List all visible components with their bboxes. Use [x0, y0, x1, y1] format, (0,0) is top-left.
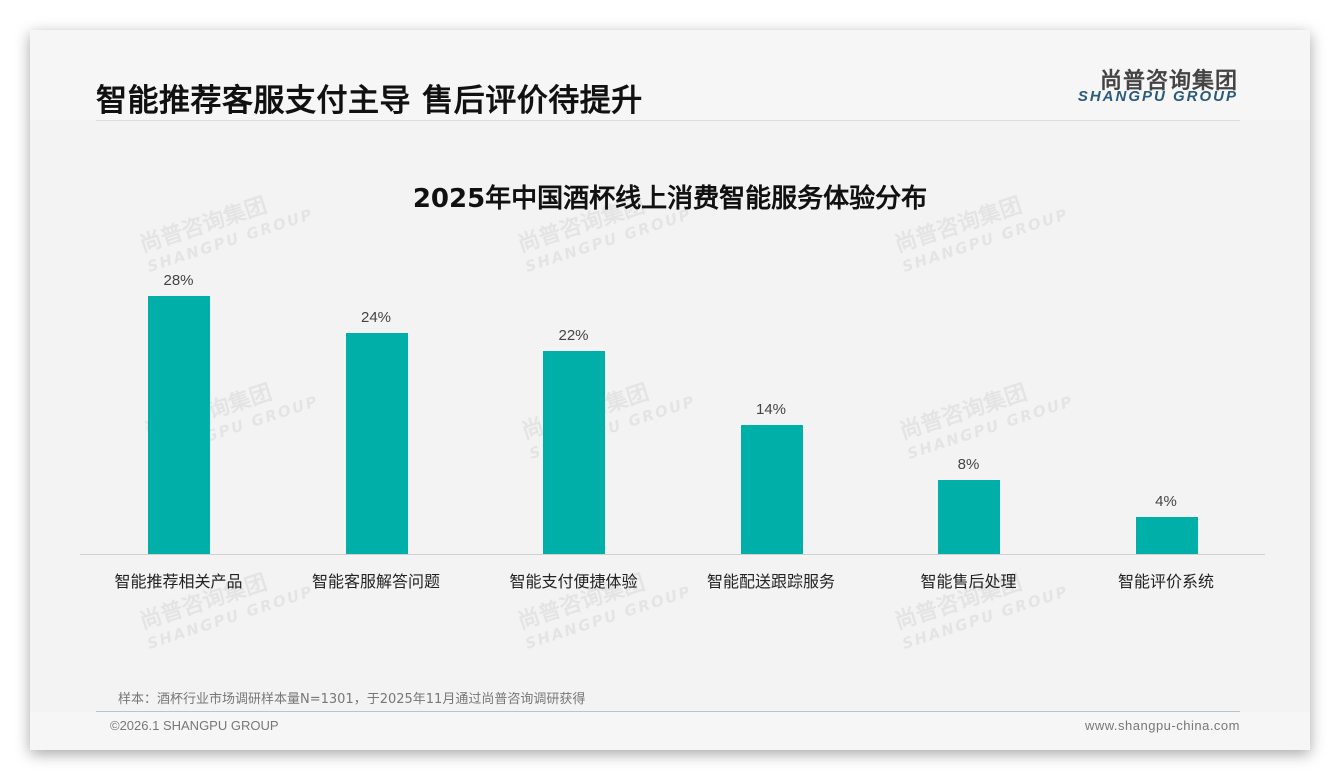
category-label: 智能支付便捷体验 [509, 572, 638, 591]
bar [543, 351, 605, 554]
bar [938, 480, 1000, 554]
category-label: 智能客服解答问题 [311, 572, 440, 591]
title-divider [96, 120, 1240, 121]
copyright: ©2026.1 SHANGPU GROUP [110, 718, 279, 733]
logo-english: SHANGPU GROUP [1077, 88, 1238, 105]
category-label: 智能配送跟踪服务 [706, 572, 835, 591]
category-label: 智能售后处理 [920, 572, 1017, 591]
website-url: www.shangpu-china.com [1084, 718, 1240, 733]
value-label: 22% [558, 327, 589, 344]
value-label: 8% [957, 456, 980, 473]
logo-chinese: 尚普咨询集团 [1099, 69, 1238, 94]
category-label: 智能评价系统 [1117, 572, 1214, 591]
chart-title: 2025年中国酒杯线上消费智能服务体验分布 [412, 184, 928, 214]
bar-group: 24% [278, 265, 475, 555]
bar-group: 14% [673, 265, 870, 555]
category-label: 智能推荐相关产品 [114, 572, 243, 591]
value-label: 28% [163, 272, 194, 289]
footer: ©2026.1 SHANGPU GROUP www.shangpu-china.… [30, 712, 1310, 750]
bar [740, 425, 803, 554]
header: 智能推荐客服支付主导 售后评价待提升 尚普咨询集团 SHANGPU GROUP [30, 30, 1310, 120]
bar-group: 28% [80, 265, 277, 555]
x-axis-line [80, 554, 1265, 555]
bar [1135, 517, 1198, 554]
footer-divider [96, 711, 1240, 712]
value-label: 4% [1155, 493, 1177, 510]
bar-group: 4% [1068, 265, 1265, 555]
bar-group: 8% [870, 265, 1067, 555]
bar-chart: 28% 24% 22% 14% 8% 4% [80, 265, 1265, 555]
slide: 智能推荐客服支付主导 售后评价待提升 尚普咨询集团 SHANGPU GROUP … [30, 30, 1310, 750]
value-label: 14% [755, 401, 787, 418]
value-label: 24% [360, 309, 392, 326]
sample-note: 样本：酒杯行业市场调研样本量N=1301，于2025年11月通过尚普咨询调研获得 [118, 692, 586, 707]
bar [345, 333, 408, 554]
page-title: 智能推荐客服支付主导 售后评价待提升 [96, 83, 643, 119]
bar-group: 22% [475, 265, 672, 555]
bar [148, 296, 210, 554]
